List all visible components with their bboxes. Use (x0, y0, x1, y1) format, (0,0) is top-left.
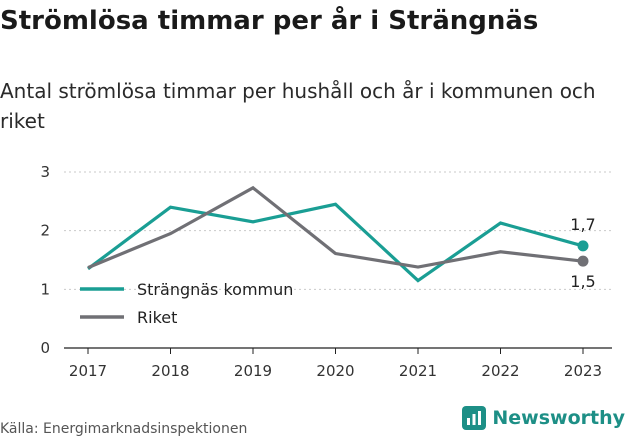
brand-logo: Newsworthy (462, 406, 625, 430)
y-tick-label: 1 (40, 280, 50, 298)
series-line-1 (87, 185, 584, 270)
x-tick-label: 2019 (234, 362, 272, 380)
end-value-label-1: 1,5 (570, 272, 595, 291)
legend-label-1: Riket (137, 308, 177, 327)
source-note: Källa: Energimarknadsinspektionen (0, 421, 248, 437)
x-tick-label: 2021 (399, 362, 437, 380)
series-line-0 (87, 202, 584, 283)
y-tick-label: 0 (40, 339, 50, 357)
chart-title: Strömlösa timmar per år i Strängnäs (0, 6, 539, 36)
x-tick-label: 2020 (316, 362, 354, 380)
x-tick-label: 2017 (69, 362, 107, 380)
chart-subtitle: Antal strömlösa timmar per hushåll och å… (0, 79, 596, 133)
series-end-point-1 (577, 255, 589, 267)
newsworthy-logo-icon (462, 406, 487, 430)
brand-name: Newsworthy (492, 407, 625, 429)
series-end-point-0 (577, 240, 589, 252)
x-tick-label: 2023 (564, 362, 602, 380)
x-tick-label: 2022 (481, 362, 519, 380)
y-tick-label: 2 (40, 222, 50, 240)
x-tick-label: 2018 (151, 362, 189, 380)
line-chart: 0 1 2 3 2017 2018 2019 2020 2021 2022 2023 1,7 1,5 St… (40, 163, 612, 380)
y-tick-label: 3 (40, 163, 50, 181)
end-value-label-0: 1,7 (570, 215, 595, 234)
legend-label-0: Strängnäs kommun (137, 280, 293, 299)
